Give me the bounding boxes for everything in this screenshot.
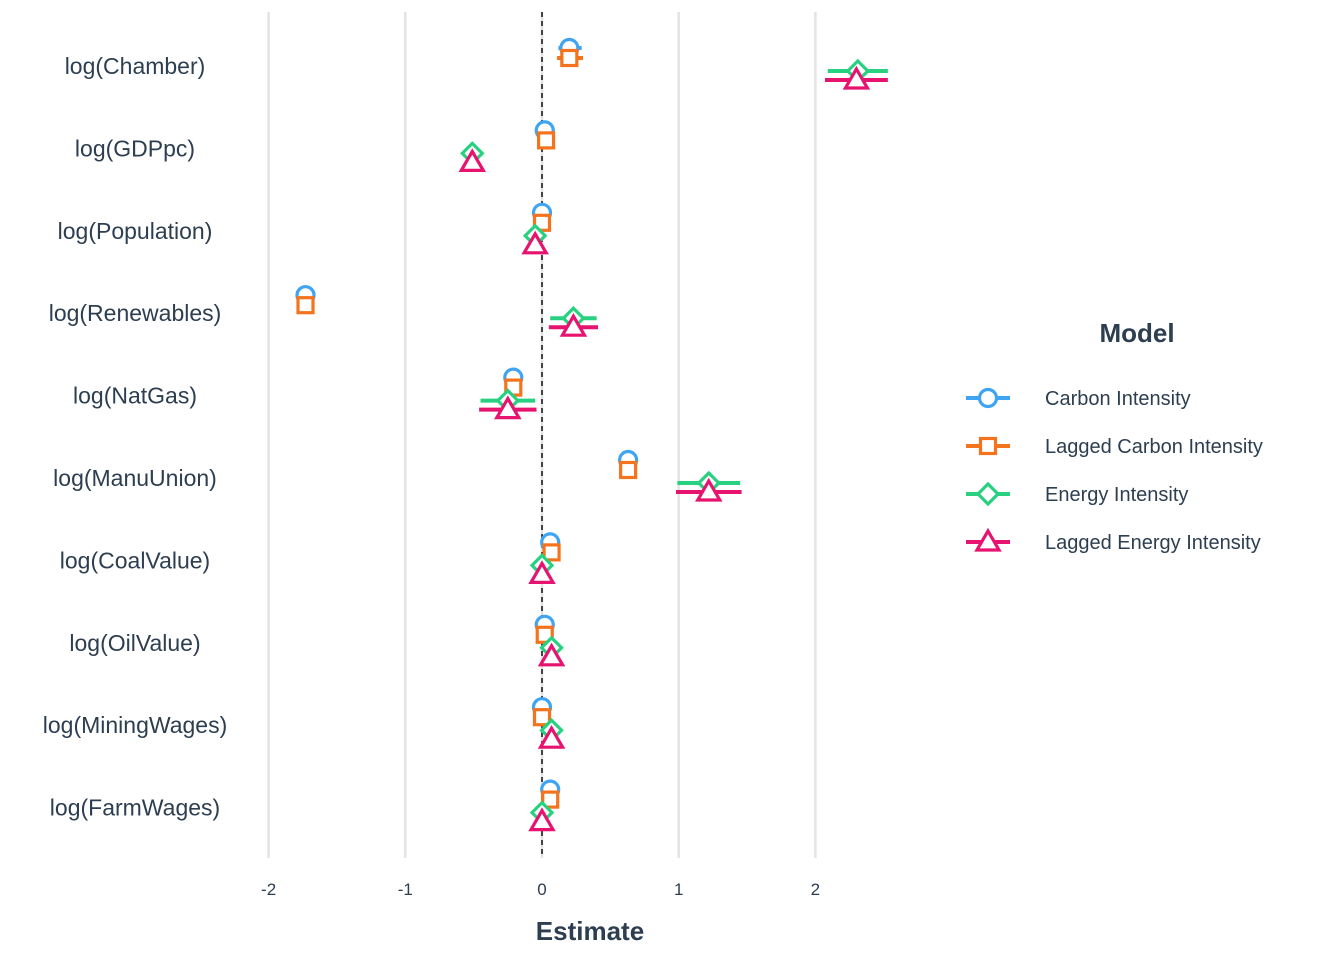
legend-key-marker [978,436,998,456]
legend-item: Carbon Intensity [966,387,1191,410]
point-marker [535,625,554,644]
y-tick-label: log(MiningWages) [43,712,228,738]
point-marker [619,460,638,480]
x-tick-label: 0 [537,880,546,899]
y-tick-label: log(Renewables) [49,300,222,326]
legend-item: Energy Intensity [966,481,1188,507]
y-tick-label: log(OilValue) [69,630,200,656]
x-axis-title: Estimate [536,916,644,946]
x-axis-tick-labels: -2 -1 0 1 2 [261,880,820,899]
y-tick-label: log(Chamber) [65,53,206,79]
y-tick-label: log(Population) [58,218,213,244]
x-tick-label: -1 [398,880,413,899]
legend-label: Carbon Intensity [1045,388,1191,410]
point-marker [532,708,552,727]
x-tick-label: 2 [811,880,820,899]
point-marker [532,213,552,232]
series-lagged-carbon-intensity [296,48,638,809]
point-marker [458,148,487,172]
point-marker [537,131,556,150]
point-marker [694,477,723,502]
legend: Model Carbon Intensity Lagged Carbon Inte… [966,318,1263,554]
legend-item: Lagged Carbon Intensity [966,436,1263,458]
legend-label: Lagged Energy Intensity [1045,532,1261,554]
point-marker [541,790,560,809]
y-tick-label: log(GDPpc) [75,135,195,161]
point-marker [537,725,566,749]
point-marker [560,48,579,68]
point-marker [559,313,588,337]
point-marker [528,807,556,832]
x-tick-label: -2 [261,880,276,899]
y-tick-label: log(NatGas) [73,383,197,409]
legend-label: Energy Intensity [1045,484,1188,506]
series-energy-intensity [460,58,888,825]
point-marker [296,296,315,315]
legend-key-marker [974,527,1002,552]
y-tick-label: log(FarmWages) [50,795,220,821]
y-axis-tick-labels: log(Chamber) log(GDPpc) log(Population) log… [43,53,228,821]
series-lagged-energy-intensity [458,65,888,832]
point-marker [537,642,566,667]
y-tick-label: log(CoalValue) [60,547,210,573]
point-marker [542,543,561,562]
series-marks [295,37,888,832]
y-tick-label: log(ManuUnion) [53,465,217,491]
point-marker [842,65,871,90]
legend-title: Model [1099,318,1174,348]
point-marker [521,230,549,255]
point-marker [494,395,522,420]
legend-item: Lagged Energy Intensity [966,527,1261,554]
legend-key-marker [975,481,1001,507]
legend-label: Lagged Carbon Intensity [1045,436,1263,458]
point-marker [528,560,556,585]
legend-key-marker [977,387,999,409]
x-tick-label: 1 [674,880,683,899]
